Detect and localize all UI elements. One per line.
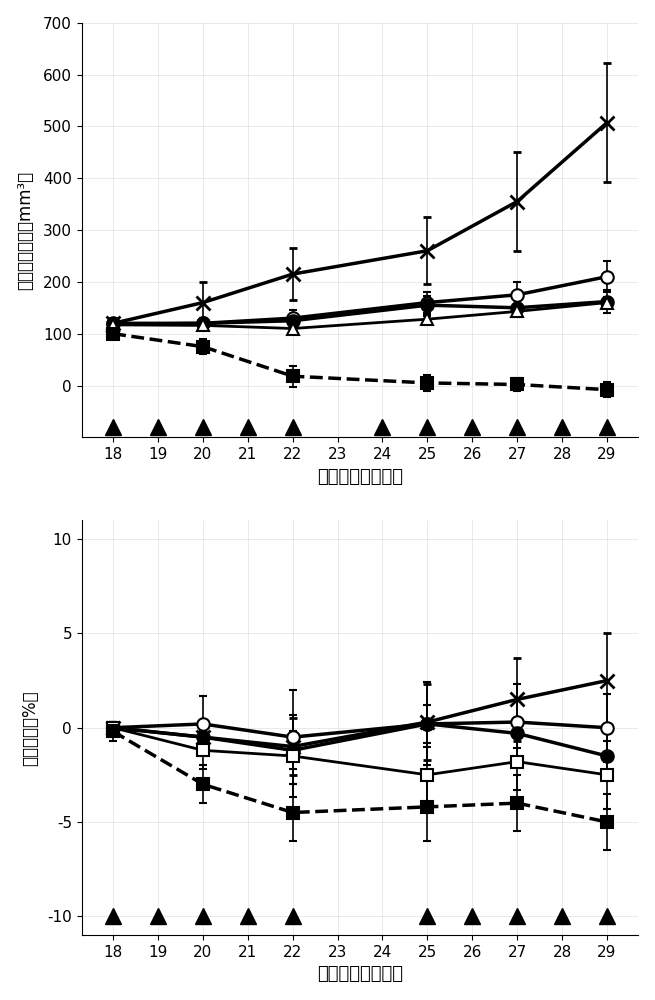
Y-axis label: 估计肆瘰体积（mm³）: 估计肆瘰体积（mm³） <box>16 170 35 290</box>
X-axis label: 肆瘰接种后的天数: 肆瘰接种后的天数 <box>317 468 403 486</box>
Y-axis label: 体重变化（%）: 体重变化（%） <box>21 690 39 766</box>
X-axis label: 肆瘰接种后的天数: 肆瘰接种后的天数 <box>317 965 403 983</box>
